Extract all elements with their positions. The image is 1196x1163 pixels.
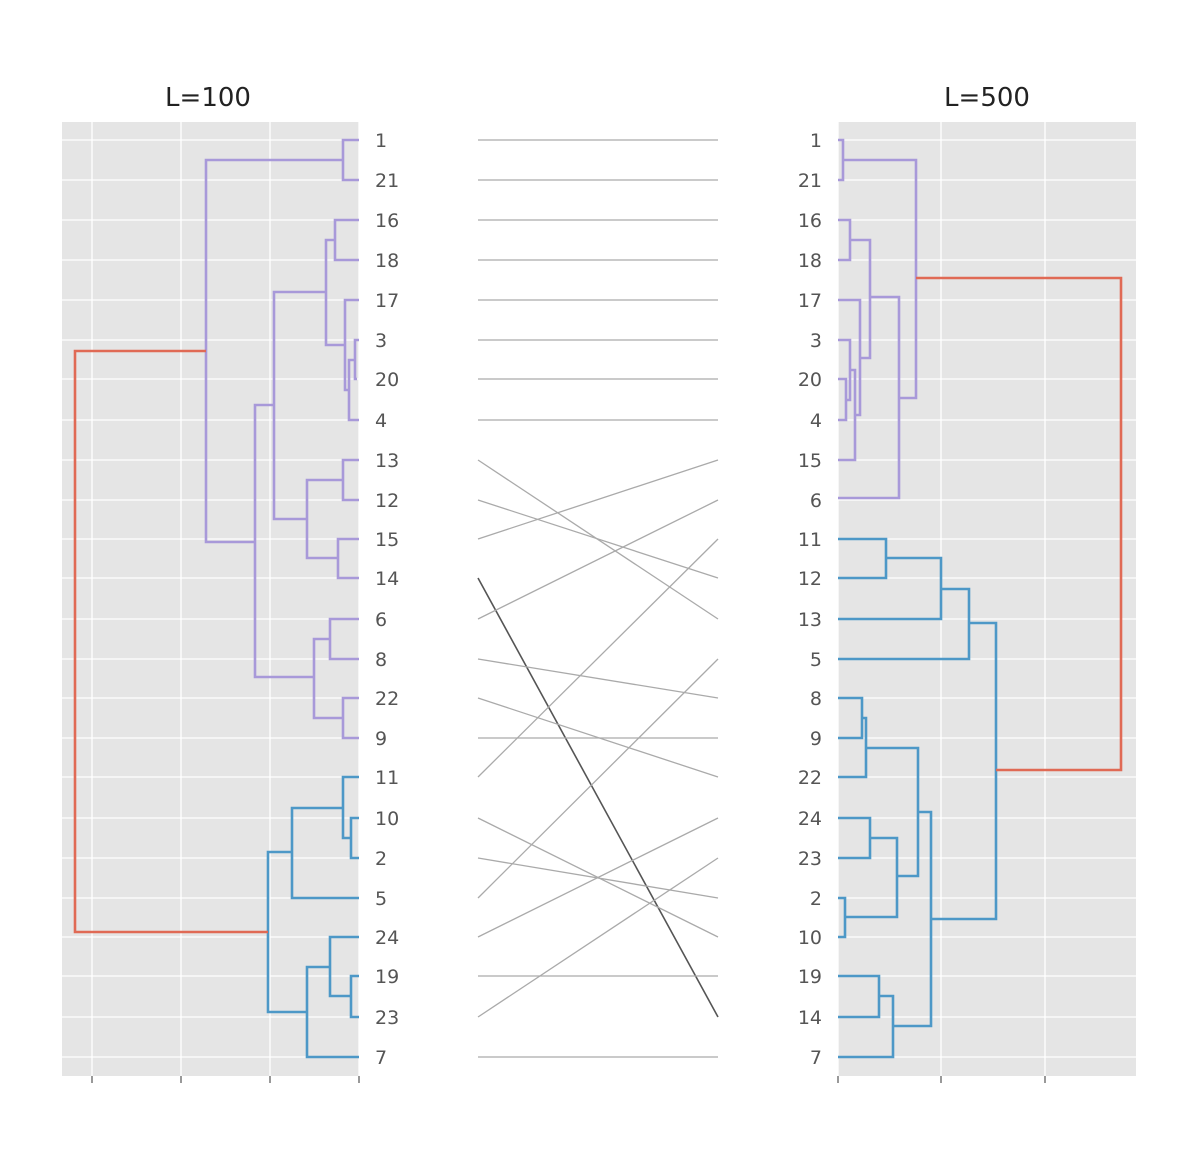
right-dendrogram-link	[845, 836, 899, 919]
left-leaf-label: 4	[375, 410, 387, 432]
connector-line	[477, 538, 719, 778]
connector-line	[477, 577, 719, 1018]
left-leaf-label: 17	[375, 290, 399, 312]
left-leaf-label: 15	[375, 529, 399, 551]
left-leaf-label: 8	[375, 649, 387, 671]
right-title: L=500	[944, 83, 1030, 113]
right-leaf-label: 15	[798, 450, 822, 472]
left-leaf-label: 6	[375, 609, 387, 631]
right-leaf-label: 5	[810, 649, 822, 671]
left-links	[73, 138, 359, 1059]
left-dendrogram-link	[73, 349, 268, 934]
left-leaf-label: 1	[375, 130, 387, 152]
right-leaf-label: 12	[798, 568, 822, 590]
connector-line	[477, 658, 719, 899]
left-leaf-label: 18	[375, 250, 399, 272]
right-leaf-label: 16	[798, 210, 822, 232]
right-leaf-label: 14	[798, 1007, 822, 1029]
connector-line	[477, 658, 719, 699]
right-leaf-labels: 1 21 16 18 17 3 20 4 15 6 11 12 13 5 8 9 22 24 23 2 10 19 14 7	[798, 130, 822, 1069]
right-leaf-label: 17	[798, 290, 822, 312]
right-leaf-label: 4	[810, 410, 822, 432]
right-leaf-label: 3	[810, 330, 822, 352]
left-leaf-label: 14	[375, 568, 399, 590]
left-leaf-label: 19	[375, 966, 399, 988]
left-title: L=100	[165, 83, 251, 113]
left-leaf-label: 23	[375, 1007, 399, 1029]
left-leaf-label: 21	[375, 170, 399, 192]
right-leaf-label: 13	[798, 609, 822, 631]
right-plot-background	[838, 122, 1136, 1076]
left-leaf-label: 13	[375, 450, 399, 472]
right-leaf-label: 23	[798, 848, 822, 870]
left-dendrogram: 121161817320413121514682291110252419237 …	[62, 83, 399, 1083]
connector-line	[477, 817, 719, 938]
right-leaf-label: 9	[810, 728, 822, 750]
right-leaf-label: 20	[798, 369, 822, 391]
connector-line	[477, 459, 719, 540]
left-leaf-label: 7	[375, 1047, 387, 1069]
right-leaf-label: 11	[798, 529, 822, 551]
right-dendrogram: 121161817320415611121358922242321019147 …	[798, 83, 1136, 1083]
left-leaf-label: 16	[375, 210, 399, 232]
left-leaf-label: 10	[375, 808, 399, 830]
connector-line	[477, 499, 719, 620]
right-leaf-label: 8	[810, 688, 822, 710]
left-leaf-label: 12	[375, 490, 399, 512]
connector-line	[477, 857, 719, 1018]
right-leaf-label: 10	[798, 927, 822, 949]
right-leaf-label: 22	[798, 767, 822, 789]
left-dendrogram-link	[312, 637, 343, 720]
right-leaf-label: 19	[798, 966, 822, 988]
right-dendrogram-link	[916, 276, 1123, 772]
right-links	[838, 138, 1123, 1059]
right-leaf-label: 7	[810, 1047, 822, 1069]
left-leaf-label: 5	[375, 888, 387, 910]
left-leaf-label: 11	[375, 767, 399, 789]
left-leaf-label: 22	[375, 688, 399, 710]
left-plot-background	[62, 122, 359, 1076]
right-leaf-label: 1	[810, 130, 822, 152]
right-leaf-label: 24	[798, 808, 822, 830]
left-leaf-label: 2	[375, 848, 387, 870]
right-leaf-label: 21	[798, 170, 822, 192]
left-leaf-label: 9	[375, 728, 387, 750]
right-leaf-label: 18	[798, 250, 822, 272]
left-leaf-label: 3	[375, 330, 387, 352]
connector-line	[477, 499, 719, 579]
right-dendrogram-link	[850, 238, 872, 360]
left-leaf-label: 24	[375, 927, 399, 949]
left-leaf-label: 20	[375, 369, 399, 391]
connector-lines	[477, 139, 719, 1058]
right-leaf-label: 2	[810, 888, 822, 910]
right-leaf-label: 6	[810, 490, 822, 512]
left-leaf-labels: 1 21 16 18 17 3 20 4 13 12 15 14 6 8 22 9 11 10 2 5 24 19 23 7	[375, 130, 399, 1069]
